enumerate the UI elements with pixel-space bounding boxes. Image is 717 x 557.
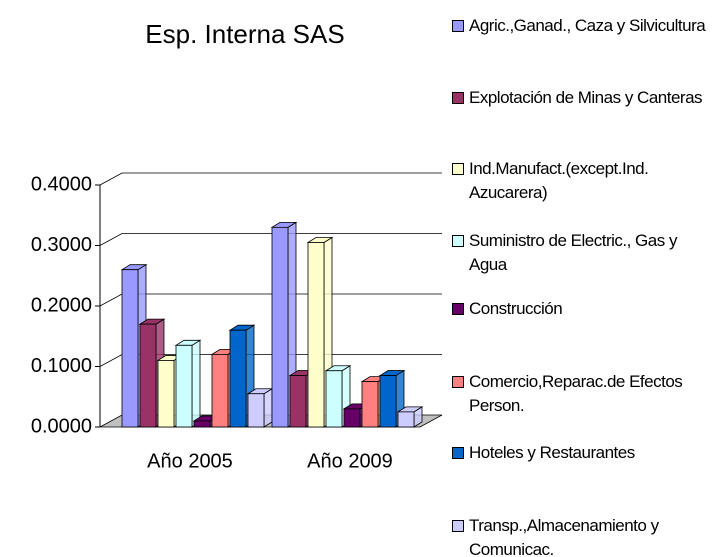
legend-label: Explotación de Minas y Canteras — [469, 88, 703, 107]
y-tick-label: 0.0000 — [31, 415, 92, 437]
bar — [211, 353, 229, 428]
legend-swatch — [452, 92, 464, 104]
legend-swatch — [452, 303, 464, 315]
bar-side — [191, 339, 201, 428]
bar — [361, 381, 379, 428]
legend-item: Comercio,Reparac.de Efectos Person. — [452, 370, 714, 418]
bar — [121, 269, 139, 428]
legend-item: Ind.Manufact.(except.Ind. Azucarera) — [452, 157, 714, 205]
bar — [175, 344, 193, 428]
legend-swatch — [452, 163, 464, 175]
legend-swatch — [452, 235, 464, 247]
legend-item: Explotación de Minas y Canteras — [452, 86, 714, 110]
bar — [325, 370, 343, 428]
y-tick-label: 0.3000 — [31, 234, 92, 256]
legend-label: Hoteles y Restaurantes — [469, 443, 635, 462]
legend-item: Agric.,Ganad., Caza y Silvicultura — [452, 14, 714, 38]
legend-item: Transp.,Almacenamiento y Comunicac. — [452, 514, 714, 557]
bar — [193, 420, 211, 428]
legend-item: Hoteles y Restaurantes — [452, 441, 714, 465]
bar — [157, 360, 175, 428]
bar-side — [263, 388, 273, 428]
legend-label: Ind.Manufact.(except.Ind. Azucarera) — [469, 159, 649, 202]
bar — [343, 408, 361, 428]
bar — [379, 375, 397, 428]
legend-swatch — [452, 376, 464, 388]
grid-line — [99, 172, 442, 186]
legend-swatch — [452, 20, 464, 32]
legend-label: Construcción — [469, 299, 563, 318]
legend-item: Construcción — [452, 297, 714, 321]
legend-label: Suministro de Electric., Gas y Agua — [469, 231, 677, 274]
bar — [289, 375, 307, 428]
bar — [139, 323, 157, 428]
grid-line — [99, 233, 442, 246]
y-tick-label: 0.1000 — [31, 355, 92, 377]
bar — [307, 242, 325, 428]
chart-title: Esp. Interna SAS — [145, 19, 344, 49]
bar — [229, 329, 247, 428]
x-tick-label: Año 2005 — [147, 450, 233, 472]
bar — [271, 226, 289, 428]
bar — [247, 393, 265, 428]
legend-label: Comercio,Reparac.de Efectos Person. — [469, 372, 683, 415]
bar — [397, 411, 415, 428]
legend-label: Agric.,Ganad., Caza y Silvicultura — [469, 16, 706, 35]
legend-swatch — [452, 520, 464, 532]
legend-item: Suministro de Electric., Gas y Agua — [452, 229, 714, 277]
grid-line — [99, 293, 442, 307]
y-tick-label: 0.4000 — [31, 173, 92, 195]
legend-swatch — [452, 447, 464, 459]
legend-label: Transp.,Almacenamiento y Comunicac. — [469, 516, 659, 557]
y-tick-label: 0.2000 — [31, 294, 92, 316]
x-tick-label: Año 2009 — [307, 450, 393, 472]
